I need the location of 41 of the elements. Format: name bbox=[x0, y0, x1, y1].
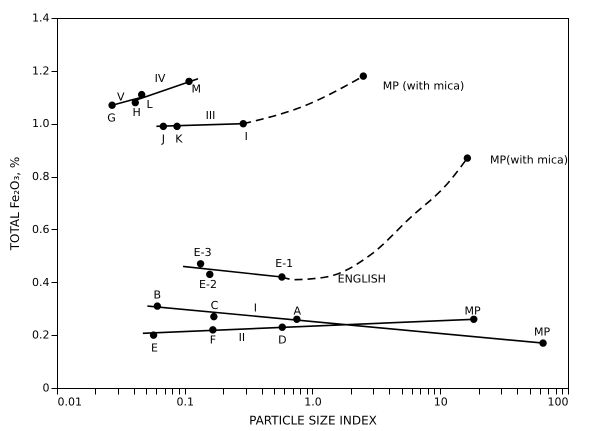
annotation: B bbox=[154, 288, 162, 302]
annotation: G bbox=[107, 111, 116, 124]
x-tick-label: 1.0 bbox=[304, 396, 322, 408]
y-tick-label: 1.4 bbox=[32, 12, 50, 24]
annotation: MP bbox=[534, 326, 551, 338]
annotation: E-1 bbox=[275, 256, 294, 270]
annotation: E bbox=[151, 341, 158, 354]
y-tick-label: 0.4 bbox=[32, 276, 50, 289]
annotation: MP bbox=[464, 304, 482, 318]
annotation: ENGLISH bbox=[338, 272, 386, 286]
x-tick-label: 0.01 bbox=[58, 396, 82, 408]
annotation: I bbox=[244, 130, 248, 143]
annotation: II bbox=[238, 330, 246, 344]
annotation: L bbox=[146, 98, 154, 112]
x-tick-label: 100 bbox=[548, 396, 568, 408]
x-axis-title: PARTICLE SIZE INDEX bbox=[249, 414, 377, 428]
annotation: C bbox=[210, 299, 219, 312]
annotation: III bbox=[206, 108, 216, 122]
annotation: V bbox=[117, 90, 126, 104]
annotation: MP (with mica) bbox=[382, 80, 464, 93]
y-tick-label: 1.0 bbox=[32, 117, 50, 130]
annotation: D bbox=[278, 333, 287, 346]
y-tick-label: 0.2 bbox=[32, 328, 50, 342]
x-tick-label: 0.1 bbox=[176, 396, 194, 408]
annotation: H bbox=[132, 106, 141, 120]
y-tick-label: 0 bbox=[42, 382, 50, 394]
annotation: E-2 bbox=[199, 278, 217, 291]
annotation: J bbox=[160, 132, 166, 146]
annotation: I bbox=[254, 302, 258, 315]
y-tick-label: 1.2 bbox=[32, 64, 50, 78]
y-tick-label: 0.8 bbox=[32, 170, 50, 184]
annotation: F bbox=[210, 333, 216, 346]
x-tick-label: 10 bbox=[434, 396, 448, 408]
y-tick-label: 0.6 bbox=[32, 222, 50, 236]
annotation: IV bbox=[154, 72, 166, 85]
annotation: K bbox=[175, 132, 184, 146]
annotation: A bbox=[294, 304, 302, 318]
annotation: MP(with mica) bbox=[490, 154, 568, 167]
annotation: E-3 bbox=[194, 246, 212, 260]
y-axis-title: TOTAL Fe₂O₃, % bbox=[8, 156, 22, 252]
annotation: M bbox=[191, 82, 201, 96]
